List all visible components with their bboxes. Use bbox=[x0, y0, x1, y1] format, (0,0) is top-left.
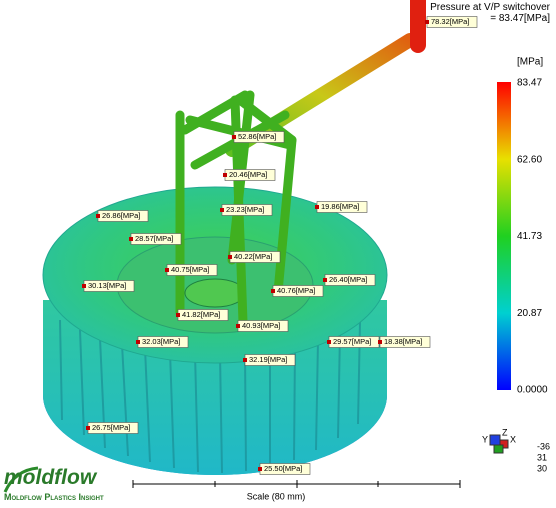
scale-label: Scale (80 mm) bbox=[247, 491, 306, 501]
axis-label: X bbox=[510, 434, 516, 444]
probe-marker bbox=[425, 20, 429, 24]
view-angle: -36 bbox=[537, 441, 550, 451]
probe: 32.03[MPa] bbox=[136, 336, 189, 348]
probe-label: 18.38[MPa] bbox=[384, 337, 422, 346]
probe: 40.22[MPa] bbox=[228, 251, 281, 263]
probe-label: 40.75[MPa] bbox=[171, 265, 209, 274]
probe-marker bbox=[96, 214, 100, 218]
probe: 26.40[MPa] bbox=[323, 274, 376, 286]
probe-marker bbox=[129, 237, 133, 241]
probe-marker bbox=[323, 278, 327, 282]
color-bar bbox=[497, 82, 511, 390]
legend-label: 20.87 bbox=[517, 308, 542, 319]
probe-label: 26.75[MPa] bbox=[92, 423, 130, 432]
probe-marker bbox=[258, 467, 262, 471]
hub bbox=[184, 278, 246, 308]
probe-label: 40.93[MPa] bbox=[242, 321, 280, 330]
logo-swoosh bbox=[3, 466, 39, 493]
probe-marker bbox=[136, 340, 140, 344]
axis-label: Y bbox=[482, 434, 488, 444]
probe: 20.46[MPa] bbox=[223, 169, 276, 181]
probe-label: 52.86[MPa] bbox=[238, 132, 276, 141]
legend-label: 83.47 bbox=[517, 78, 542, 89]
probe-marker bbox=[315, 205, 319, 209]
axis-triad bbox=[489, 434, 509, 454]
probe: 26.86[MPa] bbox=[96, 210, 149, 222]
probe-marker bbox=[228, 255, 232, 259]
result-title: Pressure at V/P switchover bbox=[430, 2, 551, 13]
probe: 30.13[MPa] bbox=[82, 280, 135, 292]
probe-label: 30.13[MPa] bbox=[88, 281, 126, 290]
probe-label: 28.57[MPa] bbox=[135, 234, 173, 243]
probe-marker bbox=[271, 289, 275, 293]
probe-label: 23.23[MPa] bbox=[226, 205, 264, 214]
probe-label: 19.86[MPa] bbox=[321, 202, 359, 211]
probe-marker bbox=[86, 426, 90, 430]
probe-marker bbox=[223, 173, 227, 177]
probe: 40.93[MPa] bbox=[236, 320, 289, 332]
probe-label: 26.40[MPa] bbox=[329, 275, 367, 284]
probe: 29.57[MPa] bbox=[327, 336, 380, 348]
probe-marker bbox=[243, 358, 247, 362]
legend-label: 62.60 bbox=[517, 154, 542, 165]
probe-label: 25.50[MPa] bbox=[264, 464, 302, 473]
legend-label: 0.0000 bbox=[517, 385, 548, 396]
probe: 26.75[MPa] bbox=[86, 422, 139, 434]
probe: 52.86[MPa] bbox=[232, 131, 285, 143]
legend-unit: [MPa] bbox=[517, 57, 543, 68]
probe: 32.19[MPa] bbox=[243, 354, 296, 366]
probe-marker bbox=[327, 340, 331, 344]
legend-label: 41.73 bbox=[517, 231, 542, 242]
probe-label: 41.82[MPa] bbox=[182, 310, 220, 319]
axis-label: Z bbox=[502, 427, 508, 437]
probe: 18.38[MPa] bbox=[378, 336, 431, 348]
probe-label: 78.32[MPa] bbox=[431, 17, 469, 26]
logo-tagline: Moldflow Plastics Insight bbox=[4, 492, 104, 502]
probe: 41.82[MPa] bbox=[176, 309, 229, 321]
scale-bar bbox=[132, 480, 461, 488]
probe-label: 32.03[MPa] bbox=[142, 337, 180, 346]
probe: 25.50[MPa] bbox=[258, 463, 311, 475]
probe: 40.75[MPa] bbox=[165, 264, 218, 276]
probe-marker bbox=[220, 208, 224, 212]
probe-marker bbox=[236, 324, 240, 328]
probe-marker bbox=[232, 135, 236, 139]
probe: 23.23[MPa] bbox=[220, 204, 273, 216]
result-value: = 83.47[MPa] bbox=[490, 13, 550, 24]
probe-marker bbox=[165, 268, 169, 272]
view-angle: 31 bbox=[537, 452, 547, 462]
probe-marker bbox=[82, 284, 86, 288]
probe-label: 29.57[MPa] bbox=[333, 337, 371, 346]
probe: 40.76[MPa] bbox=[271, 285, 324, 297]
probe: 78.32[MPa] bbox=[425, 16, 478, 28]
probe-label: 32.19[MPa] bbox=[249, 355, 287, 364]
probe-marker bbox=[378, 340, 382, 344]
probe-label: 40.76[MPa] bbox=[277, 286, 315, 295]
probe-label: 26.86[MPa] bbox=[102, 211, 140, 220]
probe: 19.86[MPa] bbox=[315, 201, 368, 213]
probe-label: 40.22[MPa] bbox=[234, 252, 272, 261]
probe: 28.57[MPa] bbox=[129, 233, 182, 245]
probe-label: 20.46[MPa] bbox=[229, 170, 267, 179]
logo-brand: moldflow bbox=[4, 466, 98, 489]
probe-marker bbox=[176, 313, 180, 317]
view-angle: 30 bbox=[537, 463, 547, 473]
